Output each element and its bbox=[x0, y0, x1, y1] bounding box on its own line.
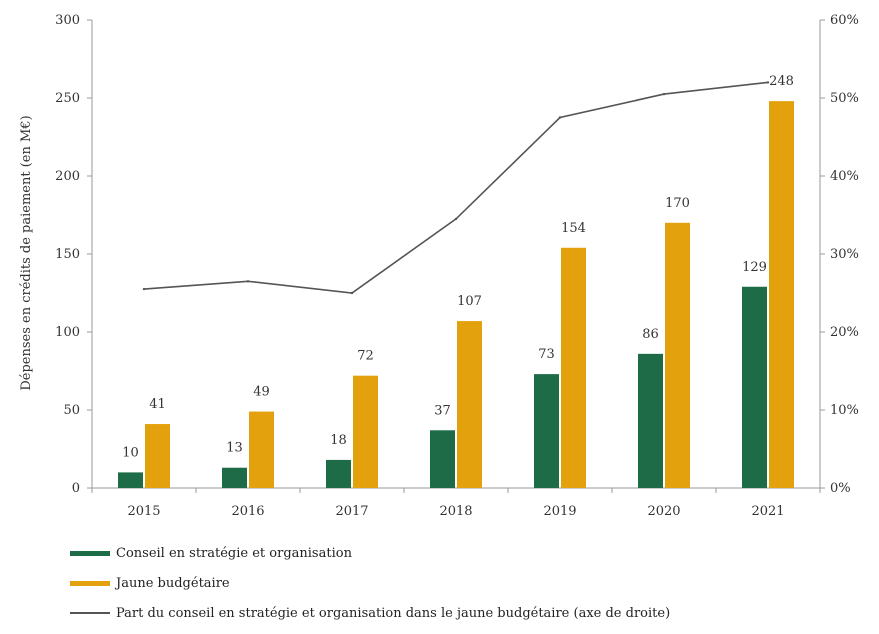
bar-jaune bbox=[561, 247, 586, 488]
data-label-jaune: 49 bbox=[253, 385, 270, 400]
bar-conseil bbox=[638, 353, 663, 488]
line-series bbox=[142, 81, 770, 295]
data-label-conseil: 10 bbox=[122, 445, 139, 460]
y2-tick-label: 50% bbox=[830, 91, 859, 106]
data-label-jaune: 248 bbox=[769, 74, 794, 89]
legend-label-conseil: Conseil en stratégie et organisation bbox=[116, 545, 352, 561]
x-tick-label: 2018 bbox=[439, 504, 472, 519]
bar-jaune bbox=[457, 321, 482, 488]
bars bbox=[118, 101, 794, 489]
data-label-jaune: 72 bbox=[357, 349, 374, 364]
y-tick-label: 250 bbox=[55, 91, 80, 106]
bar-jaune bbox=[249, 411, 274, 488]
legend-swatch-conseil bbox=[70, 550, 110, 556]
line-point-part bbox=[142, 287, 146, 291]
line-point-part bbox=[350, 291, 354, 295]
legend-swatch-part bbox=[70, 612, 110, 614]
legend-swatch-jaune bbox=[70, 580, 110, 586]
legend-item-jaune: Jaune budgétaire bbox=[70, 568, 670, 598]
y-tick-label: 200 bbox=[55, 169, 80, 184]
bar-conseil bbox=[534, 374, 559, 488]
y-tick-label: 300 bbox=[55, 13, 80, 28]
y2-tick-label: 20% bbox=[830, 325, 859, 340]
y2-tick-label: 0% bbox=[830, 481, 851, 496]
data-label-jaune: 170 bbox=[665, 196, 690, 211]
legend-label-jaune: Jaune budgétaire bbox=[116, 575, 230, 591]
data-label-jaune: 154 bbox=[561, 221, 586, 236]
line-point-part bbox=[766, 81, 770, 84]
data-label-conseil: 13 bbox=[226, 441, 243, 456]
line-point-part bbox=[454, 217, 458, 221]
y2-tick-label: 60% bbox=[830, 13, 859, 28]
y-tick-label: 0 bbox=[72, 481, 80, 496]
bar-conseil bbox=[222, 467, 247, 488]
bar-conseil bbox=[430, 430, 455, 488]
data-label-jaune: 41 bbox=[149, 397, 166, 412]
y2-tick-label: 40% bbox=[830, 169, 859, 184]
data-label-conseil: 129 bbox=[742, 260, 767, 275]
axes: 0 50 100 150 200 250 300 0% 10% 20% 30% 40% 50% 60% 20… bbox=[55, 13, 859, 519]
x-tick-label: 2019 bbox=[543, 504, 576, 519]
y2-tick-label: 10% bbox=[830, 403, 859, 418]
line-point-part bbox=[662, 92, 666, 96]
y-tick-label: 50 bbox=[63, 403, 80, 418]
bar-jaune bbox=[769, 101, 794, 489]
y2-tick-label: 30% bbox=[830, 247, 859, 262]
bar-jaune bbox=[145, 424, 170, 488]
data-label-conseil: 86 bbox=[642, 327, 659, 342]
x-tick-label: 2021 bbox=[751, 504, 784, 519]
data-label-conseil: 37 bbox=[434, 403, 451, 418]
x-tick-label: 2020 bbox=[647, 504, 680, 519]
line-point-part bbox=[558, 116, 562, 119]
x-tick-label: 2016 bbox=[231, 504, 264, 519]
data-label-jaune: 107 bbox=[457, 294, 482, 309]
legend-item-part: Part du conseil en stratégie et organisa… bbox=[70, 598, 670, 628]
x-tick-label: 2015 bbox=[127, 504, 160, 519]
y-tick-label: 150 bbox=[55, 247, 80, 262]
bar-jaune bbox=[353, 375, 378, 488]
line-point-part bbox=[246, 280, 250, 283]
bar-conseil bbox=[326, 459, 351, 488]
data-label-conseil: 18 bbox=[330, 433, 347, 448]
bar-conseil bbox=[118, 472, 143, 488]
bar-jaune bbox=[665, 222, 690, 489]
legend: Conseil en stratégie et organisation Jau… bbox=[70, 538, 670, 628]
y-axis-label: Dépenses en crédits de paiement (en M€) bbox=[19, 115, 34, 390]
legend-item-conseil: Conseil en stratégie et organisation bbox=[70, 538, 670, 568]
bar-conseil bbox=[742, 286, 767, 488]
x-tick-label: 2017 bbox=[335, 504, 368, 519]
legend-label-part: Part du conseil en stratégie et organisa… bbox=[116, 605, 671, 621]
data-label-conseil: 73 bbox=[538, 347, 555, 362]
y-tick-label: 100 bbox=[55, 325, 80, 340]
labels: 10 13 18 37 73 86 129 41 49 72 107 154 170 248 bbox=[122, 74, 794, 460]
